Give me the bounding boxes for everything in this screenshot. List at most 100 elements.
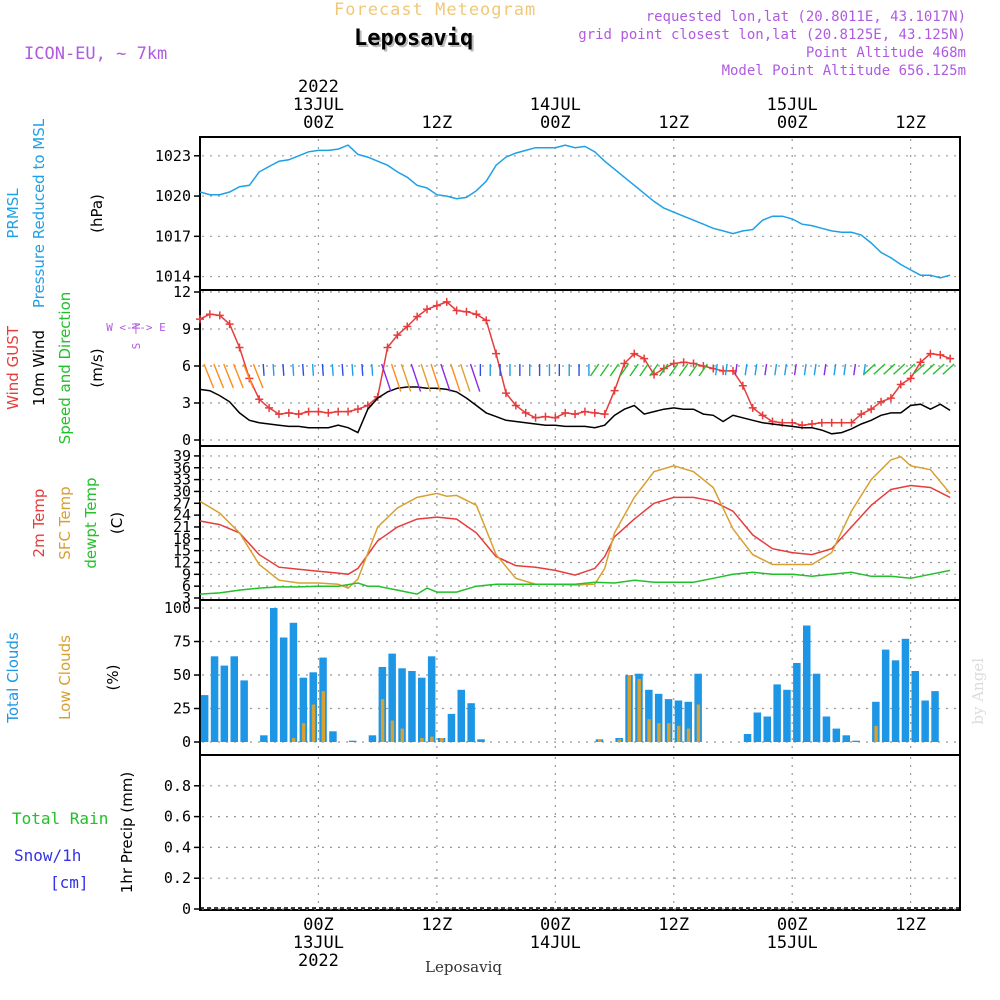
wind-direction-arrow bbox=[893, 363, 906, 375]
gust-point bbox=[196, 315, 204, 324]
top-time-label: 2022 bbox=[298, 77, 339, 97]
gust-point bbox=[561, 408, 570, 417]
wind-direction-arrow bbox=[714, 363, 718, 376]
y-tick-label: 6 bbox=[182, 577, 191, 595]
low-clouds-bar bbox=[696, 704, 701, 742]
gust-point bbox=[452, 306, 461, 315]
wind-direction-arrow bbox=[380, 363, 392, 392]
wind-direction-arrow bbox=[744, 363, 748, 376]
low-clouds-bar bbox=[301, 723, 306, 742]
low-clouds-bar bbox=[400, 728, 404, 742]
gust-point bbox=[659, 364, 668, 373]
total-clouds-bar bbox=[743, 734, 752, 742]
total-clouds-bar bbox=[457, 689, 465, 742]
wind-direction-arrow bbox=[223, 363, 235, 389]
top-time-label: 00Z bbox=[777, 113, 808, 133]
gust-series-line bbox=[199, 301, 951, 426]
wind-direction-arrow bbox=[873, 363, 886, 375]
prmsl-series-line bbox=[199, 144, 951, 279]
gust-point bbox=[521, 408, 530, 417]
gust-point bbox=[334, 407, 343, 416]
requested-lonlat: requested lon,lat (20.8011E, 43.1017N) bbox=[645, 9, 966, 25]
total-clouds-bar bbox=[803, 625, 811, 742]
footer-location: Leposaviq bbox=[425, 958, 502, 976]
wind-direction-arrow bbox=[668, 363, 679, 377]
point-altitude: Point Altitude 468m bbox=[805, 45, 966, 61]
wind-direction-arrow bbox=[754, 363, 758, 376]
total-clouds-bar bbox=[388, 653, 396, 742]
wind-direction-arrow bbox=[292, 363, 295, 376]
total-clouds-bar bbox=[832, 728, 841, 742]
wind-direction-arrow bbox=[649, 363, 659, 377]
total-clouds-bar bbox=[684, 701, 692, 742]
gust-point bbox=[205, 310, 214, 319]
total-clouds-bar bbox=[773, 684, 781, 742]
total-clouds-bar bbox=[270, 608, 278, 742]
gust-point bbox=[640, 354, 649, 363]
y-tick-label: 39 bbox=[173, 447, 191, 465]
total-clouds-bar bbox=[299, 677, 308, 742]
wind-direction-arrow bbox=[311, 363, 315, 376]
wind-ylabel: 10m Wind bbox=[30, 330, 48, 406]
gust-point bbox=[669, 359, 678, 368]
y-tick-label: 30 bbox=[173, 482, 191, 500]
y-tick-label: 33 bbox=[173, 471, 191, 489]
top-time-label: 15JUL bbox=[767, 95, 818, 115]
y-tick-label: 0 bbox=[182, 733, 191, 751]
wind-direction-arrow bbox=[659, 363, 669, 377]
gust-point bbox=[857, 410, 866, 419]
wind-direction-arrow bbox=[609, 363, 620, 377]
wind-direction-arrow bbox=[764, 363, 768, 376]
bottom-time-label: 00Z bbox=[303, 915, 334, 935]
panel-frame-pressure bbox=[199, 136, 961, 291]
gust-point bbox=[294, 410, 303, 419]
total-clouds-bar bbox=[230, 656, 238, 742]
sfc-series-line bbox=[199, 455, 951, 589]
wind-direction-arrow bbox=[400, 363, 412, 392]
wind-direction-arrow bbox=[912, 363, 925, 375]
wind-direction-arrow bbox=[734, 363, 738, 376]
total-clouds-bar bbox=[467, 703, 475, 742]
low-clouds-bar bbox=[430, 736, 434, 742]
gust-point bbox=[393, 331, 402, 340]
gust-point bbox=[896, 380, 905, 389]
low-clouds-bar bbox=[292, 738, 296, 742]
wind-direction-arrow bbox=[678, 363, 689, 377]
y-tick-label: 1020 bbox=[155, 187, 191, 205]
gust-point bbox=[255, 395, 264, 404]
axes: 1014101710201023036912369121518212427303… bbox=[155, 147, 200, 918]
gust-point bbox=[600, 410, 609, 419]
top-time-label: 12Z bbox=[422, 113, 453, 133]
wind-direction-arrow bbox=[282, 363, 285, 376]
wind-direction-arrow bbox=[469, 363, 481, 392]
top-time-label: 12Z bbox=[658, 113, 689, 133]
gust-point bbox=[304, 407, 313, 416]
y-tick-label: 15 bbox=[173, 542, 191, 560]
total-clouds-bar bbox=[210, 656, 219, 742]
wind-direction-arrow bbox=[942, 363, 955, 375]
temperature-ylabel: SFC Temp bbox=[56, 486, 74, 559]
total-clouds-bar bbox=[842, 735, 850, 742]
product-title: Forecast Meteogram bbox=[334, 0, 537, 20]
wind-direction-arrow bbox=[639, 363, 649, 377]
gust-point bbox=[344, 407, 353, 416]
gust-point bbox=[630, 349, 639, 358]
wind-direction-arrow bbox=[302, 363, 305, 376]
temperature-ylabel: 2m Temp bbox=[30, 489, 48, 558]
low-clouds-bar bbox=[598, 739, 602, 742]
total-clouds-bar bbox=[664, 699, 673, 742]
gust-point bbox=[590, 408, 599, 417]
wind-direction-arrow bbox=[430, 363, 441, 392]
wind-direction-arrow bbox=[420, 363, 432, 392]
wind-direction-arrow bbox=[688, 363, 699, 377]
wind-direction-arrow bbox=[922, 363, 935, 375]
top-time-label: 12Z bbox=[895, 113, 926, 133]
gust-point bbox=[324, 408, 333, 417]
gust-point bbox=[906, 374, 915, 383]
wind-direction-arrow bbox=[883, 363, 896, 375]
y-tick-label: 9 bbox=[182, 565, 191, 583]
wind-direction-arrow bbox=[440, 363, 451, 392]
model-point-altitude: Model Point Altitude 656.125m bbox=[721, 63, 966, 79]
low-clouds-bar bbox=[390, 720, 395, 742]
y-tick-label: 1023 bbox=[155, 147, 191, 165]
